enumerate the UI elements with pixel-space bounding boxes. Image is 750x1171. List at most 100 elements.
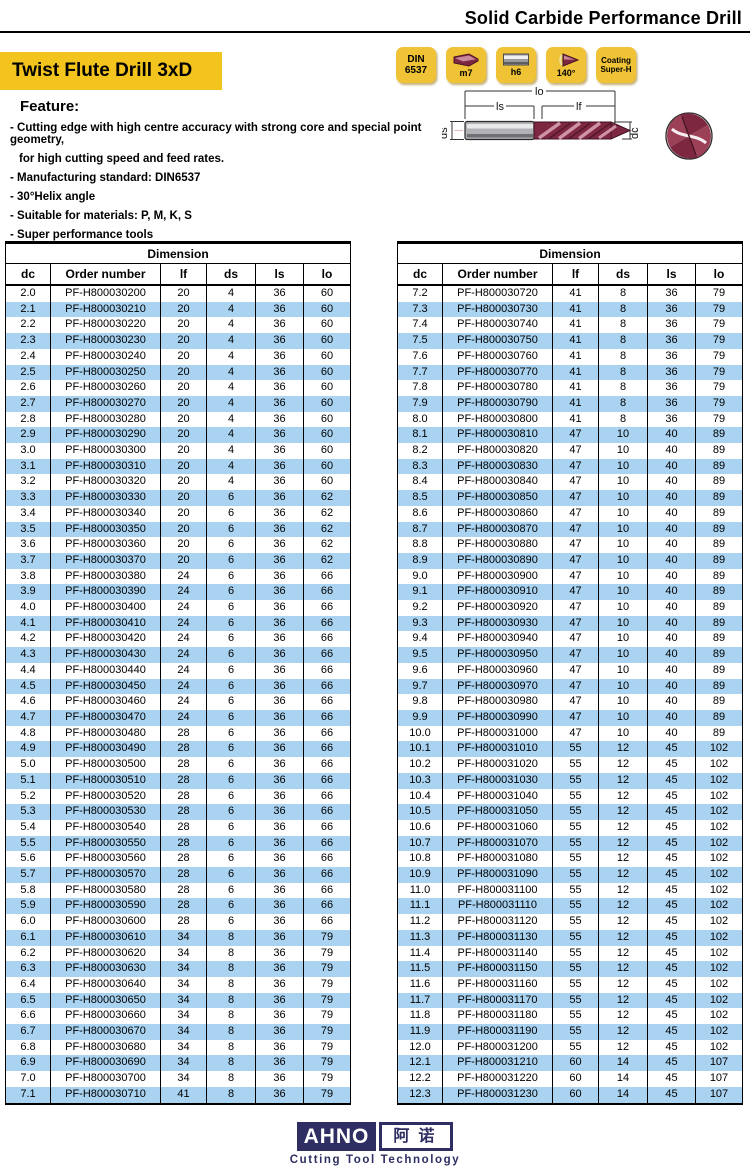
table-cell: 36 [255, 882, 304, 899]
dim-label-dc: dc [629, 127, 641, 139]
table-cell: 2.0 [5, 285, 51, 302]
table-cell: 89 [695, 584, 743, 601]
table-cell: 36 [255, 380, 304, 396]
table-cell: 5.4 [5, 819, 51, 836]
table-cell: 34 [160, 929, 207, 946]
table-row: 9.1 PF-H800030910 47 10 40 89 [397, 584, 743, 601]
table-row: 3.6 PF-H800030360 20 6 36 62 [5, 537, 351, 553]
table-cell: 28 [160, 772, 207, 789]
table-row: 6.3 PF-H800030630 34 8 36 79 [5, 961, 351, 977]
table-cell: 36 [647, 348, 696, 365]
table-cell: 10 [598, 568, 648, 585]
table-cell: 55 [552, 882, 599, 899]
table-cell: 66 [303, 694, 351, 710]
table-cell: 66 [303, 647, 351, 663]
table-cell: 36 [255, 851, 304, 868]
table-cell: 107 [695, 1055, 743, 1072]
table-cell: 8.1 [397, 427, 443, 444]
table-cell: 8.9 [397, 552, 443, 569]
table-cell: 10 [598, 552, 648, 569]
table-cell: 5.3 [5, 804, 51, 820]
header-divider [0, 31, 750, 33]
table-cell: PF-H800031180 [442, 1008, 553, 1025]
table-cell: 45 [647, 757, 696, 773]
table-row: 9.3 PF-H800030930 47 10 40 89 [397, 615, 743, 632]
table-cell: 8 [206, 929, 256, 946]
table-cell: 3.4 [5, 505, 51, 522]
table-cell: PF-H800031060 [442, 819, 553, 836]
table-cell: 55 [552, 976, 599, 993]
table-cell: 7.0 [5, 1071, 51, 1087]
table-cell: 36 [255, 1055, 304, 1072]
table-cell: 28 [160, 788, 207, 805]
table-cell: 36 [255, 568, 304, 585]
table-cell: 55 [552, 757, 599, 773]
table-cell: PF-H800030620 [50, 945, 161, 962]
table-cell: 12 [598, 772, 648, 789]
table-cell: 12 [598, 867, 648, 883]
table-cell: 60 [303, 285, 351, 302]
table-cell: 40 [647, 568, 696, 585]
table-cell: PF-H800030770 [442, 364, 553, 381]
table-cell: 6 [206, 600, 256, 616]
table-cell: 66 [303, 584, 351, 601]
table-cell: 6 [206, 490, 256, 506]
table-cell: 36 [255, 898, 304, 915]
table-cell: 11.7 [397, 992, 443, 1009]
badge-h6: h6 [496, 47, 536, 83]
table-row: 6.0 PF-H800030600 28 6 36 66 [5, 914, 351, 930]
feature-item-continuation: for high cutting speed and feed rates. [19, 152, 225, 165]
table-cell: PF-H800030860 [442, 505, 553, 522]
table-cell: 55 [552, 1024, 599, 1040]
table-cell: 10 [598, 694, 648, 710]
table-row: 11.8 PF-H800031180 55 12 45 102 [397, 1008, 743, 1025]
column-header: ls [255, 263, 304, 286]
table-row: 6.2 PF-H800030620 34 8 36 79 [5, 945, 351, 962]
table-cell: PF-H800030720 [442, 285, 553, 302]
table-cell: 45 [647, 1071, 696, 1087]
table-cell: 10 [598, 443, 648, 459]
table-cell: 8.8 [397, 537, 443, 553]
table-row: 4.4 PF-H800030440 24 6 36 66 [5, 662, 351, 679]
table-cell: 47 [552, 600, 599, 616]
table-cell: PF-H800030700 [50, 1071, 161, 1087]
table-cell: 66 [303, 631, 351, 648]
table-cell: 45 [647, 835, 696, 852]
table-cell: 12 [598, 929, 648, 946]
table-cell: 8 [598, 411, 648, 428]
table-cell: 62 [303, 552, 351, 569]
table-cell: 6 [206, 741, 256, 758]
table-cell: 45 [647, 867, 696, 883]
table-cell: 40 [647, 458, 696, 475]
table-cell: 102 [695, 992, 743, 1009]
table-row: 2.6 PF-H800030260 20 4 36 60 [5, 380, 351, 396]
table-cell: 10.5 [397, 804, 443, 820]
table-cell: 28 [160, 898, 207, 915]
table-cell: 89 [695, 600, 743, 616]
table-cell: 66 [303, 725, 351, 742]
table-cell: PF-H800030920 [442, 600, 553, 616]
table-cell: 79 [303, 929, 351, 946]
table-cell: 36 [255, 537, 304, 553]
table-cell: 102 [695, 1008, 743, 1025]
table-cell: 41 [552, 301, 599, 318]
table-cell: 41 [552, 411, 599, 428]
table-cell: 47 [552, 505, 599, 522]
table-cell: 36 [255, 662, 304, 679]
table-cell: PF-H800030800 [442, 411, 553, 428]
table-cell: PF-H800030390 [50, 584, 161, 601]
table-cell: 36 [255, 317, 304, 334]
table-cell: 36 [255, 694, 304, 710]
table-cell: 7.7 [397, 364, 443, 381]
table-cell: 45 [647, 772, 696, 789]
table-cell: 45 [647, 929, 696, 946]
table-cell: 10 [598, 537, 648, 553]
table-cell: 5.5 [5, 835, 51, 852]
table-cell: 6 [206, 537, 256, 553]
table-cell: 8 [598, 317, 648, 334]
table-cell: PF-H800030570 [50, 867, 161, 883]
table-cell: PF-H800030780 [442, 380, 553, 396]
brand-name-cn: 阿诺 [379, 1122, 454, 1151]
table-cell: 66 [303, 757, 351, 773]
table-cell: 66 [303, 600, 351, 616]
